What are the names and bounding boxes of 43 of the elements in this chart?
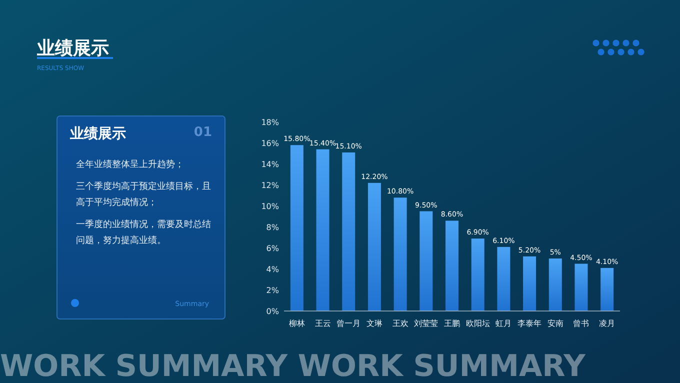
text: 一季度的业绩情况，需要及时总结问题，努力提高业绩。	[76, 219, 211, 246]
bar	[446, 220, 458, 311]
bar	[342, 152, 356, 311]
bar	[600, 268, 614, 311]
y-tick-label: 8%	[266, 223, 280, 232]
y-tick-label: 6%	[266, 244, 280, 253]
text: WORK SUMMARY WORK SUMMARY	[0, 349, 587, 383]
y-tick-label: 18%	[261, 118, 280, 127]
bar	[420, 211, 433, 311]
y-tick-label: 14%	[261, 160, 280, 169]
bar	[290, 145, 304, 311]
x-tick-label: 王欢	[392, 319, 408, 328]
bar	[523, 256, 536, 311]
text: 业绩展示	[69, 126, 126, 142]
bar	[394, 198, 407, 311]
x-tick-label: 文琳	[366, 319, 382, 328]
x-tick-label: 刘莹莹	[414, 319, 438, 328]
bar	[471, 238, 484, 311]
x-tick-label: 王云	[314, 319, 331, 328]
x-tick-label: 李泰年	[518, 319, 542, 328]
bar	[574, 264, 588, 311]
x-tick-label: 曾一月	[336, 319, 361, 328]
bar	[368, 182, 381, 311]
y-tick-label: 10%	[261, 202, 280, 211]
bar	[548, 258, 562, 311]
x-tick-label: 曾书	[573, 319, 590, 328]
bar	[316, 149, 330, 311]
x-tick-label: 王鹏	[444, 319, 460, 328]
text: 全年业绩整体呈上升趋势；	[76, 159, 184, 170]
y-tick-label: 4%	[266, 265, 280, 274]
text: 01	[194, 125, 212, 140]
bar	[497, 246, 510, 311]
x-tick-label: 凌月	[599, 319, 616, 328]
y-tick-label: 0%	[266, 307, 280, 316]
y-tick-label: 16%	[261, 139, 280, 148]
x-tick-label: 欧阳坛	[466, 319, 490, 328]
y-tick-label: 12%	[261, 181, 280, 190]
y-tick-label: 2%	[266, 286, 280, 295]
text: 三个季度均高于预定业绩目标，且高于平均完成情况；	[76, 181, 211, 208]
x-tick-label: 柳林	[288, 319, 305, 328]
x-tick-label: 安南	[547, 319, 564, 328]
x-tick-label: 虹月	[496, 319, 512, 328]
text: 业绩展示	[36, 38, 109, 59]
